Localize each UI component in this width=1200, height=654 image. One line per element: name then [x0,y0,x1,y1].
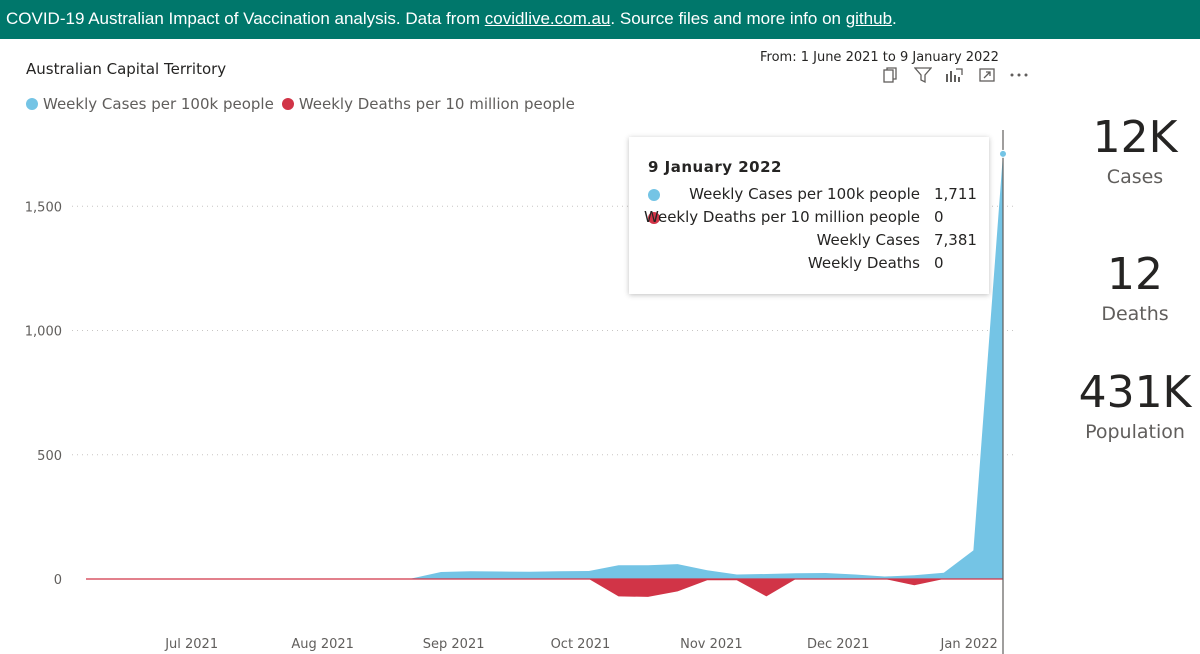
covidlive-link[interactable]: covidlive.com.au [484,9,611,28]
tooltip-value: 7,381 [934,231,977,249]
tooltip-row-deaths-per-10m: Weekly Deaths per 10 million people 0 [629,208,989,230]
x-tick-label: Nov 2021 [680,637,743,652]
tooltip-value: 0 [934,254,944,272]
copy-icon[interactable] [880,64,902,86]
y-tick-label: 1,000 [25,325,62,340]
x-tick-label: Sep 2021 [423,637,485,652]
tooltip-label: Weekly Deaths [807,254,920,272]
y-axis-ticks: 0 500 1,000 1,500 [25,200,62,588]
kpi-caption: Deaths [1101,303,1169,325]
kpi-population: 431K Population [1070,369,1200,445]
legend-label-deaths: Weekly Deaths per 10 million people [298,95,575,113]
tooltip-row-weekly-deaths: Weekly Deaths 0 [629,254,989,276]
kpi-caption: Population [1085,421,1185,443]
visual-toolbar [880,64,1030,86]
tooltip-row-cases-per-100k: Weekly Cases per 100k people 1,711 [629,185,989,207]
x-tick-label: Jul 2021 [164,637,218,652]
y-tick-label: 0 [54,573,62,588]
kpi-deaths: 12 Deaths [1070,251,1200,327]
y-tick-label: 500 [37,449,62,464]
x-axis-ticks: Jul 2021 Aug 2021 Sep 2021 Oct 2021 Nov 2021… [164,637,998,652]
x-tick-label: Dec 2021 [807,637,869,652]
header-banner: COVID-19 Australian Impact of Vaccinatio… [0,0,1200,39]
tooltip-dot-cases [648,189,660,201]
tooltip-dot-deaths [648,212,660,224]
y-tick-label: 1,500 [25,200,62,215]
data-tooltip: 9 January 2022 Weekly Cases per 100k peo… [629,137,989,294]
filter-icon[interactable] [912,64,934,86]
kpi-cases: 12K Cases [1070,114,1200,190]
legend-item-deaths[interactable]: Weekly Deaths per 10 million people [281,95,575,113]
tooltip-label: Weekly Deaths per 10 million people [644,208,920,226]
kpi-value: 431K [1078,367,1192,418]
focus-mode-icon[interactable] [976,64,998,86]
x-tick-label: Aug 2021 [291,637,354,652]
legend-dot-cases [26,98,38,110]
drill-icon[interactable] [944,64,966,86]
deaths-area [86,579,1003,597]
hover-point [999,149,1007,158]
chart-legend: Weekly Cases per 100k people Weekly Deat… [26,95,583,113]
series-areas [86,153,1003,597]
kpi-value: 12 [1107,249,1163,300]
banner-text: COVID-19 Australian Impact of Vaccinatio… [6,9,485,28]
banner-text-middle: . Source files and more info on [610,9,846,28]
kpi-value: 12K [1092,112,1178,163]
tooltip-row-weekly-cases: Weekly Cases 7,381 [629,231,989,253]
kpi-caption: Cases [1106,166,1164,188]
tooltip-label: Weekly Cases [816,231,920,249]
highlight-layer [999,130,1007,654]
tooltip-label: Weekly Cases per 100k people [689,185,920,203]
tooltip-title: 9 January 2022 [648,158,782,176]
x-tick-label: Oct 2021 [551,637,611,652]
date-range-label: From: 1 June 2021 to 9 January 2022 [760,50,999,65]
tooltip-value: 1,711 [934,185,977,203]
x-tick-label: Jan 2022 [940,637,998,652]
legend-item-cases[interactable]: Weekly Cases per 100k people [26,95,274,113]
tooltip-value: 0 [934,208,944,226]
more-options-icon[interactable] [1008,64,1030,86]
chart-title: Australian Capital Territory [26,60,227,78]
github-link[interactable]: github [845,9,893,28]
legend-label-cases: Weekly Cases per 100k people [43,95,274,113]
banner-text-suffix: . [892,9,897,28]
legend-dot-deaths [281,98,294,110]
